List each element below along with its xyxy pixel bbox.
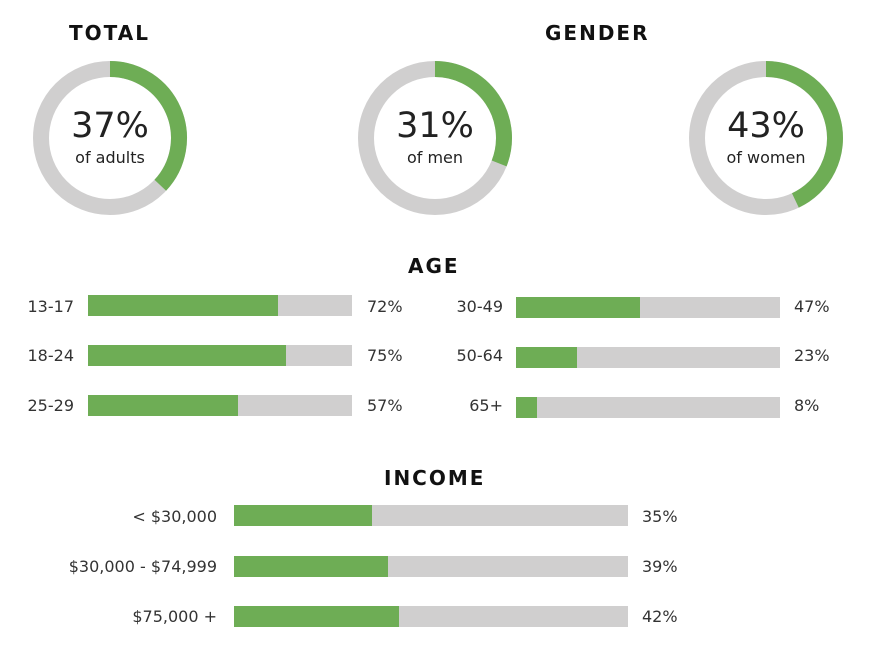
age-value-30-49: 47% — [794, 297, 830, 316]
age-bar-fill — [88, 295, 279, 316]
donut-segment — [765, 61, 843, 208]
age-label-50-64: 50-64 — [456, 346, 504, 365]
income-bar-75000-plus — [234, 606, 628, 627]
income-value-75000-plus: 42% — [642, 607, 678, 626]
age-bar-fill — [88, 345, 286, 366]
income-label-under-30000: < $30,000 — [132, 507, 217, 526]
age-value-65-plus: 8% — [794, 396, 820, 415]
age-heading: AGE — [408, 254, 460, 278]
age-bar-25-29 — [88, 395, 352, 416]
age-label-30-49: 30-49 — [456, 297, 504, 316]
age-label-65-plus: 65+ — [469, 396, 503, 415]
age-label-25-29: 25-29 — [27, 396, 75, 415]
age-bar-65-plus — [516, 397, 780, 418]
donut-women: 43% of women — [686, 58, 846, 218]
age-bar-30-49 — [516, 297, 780, 318]
donut-segment — [434, 61, 512, 167]
age-bar-fill — [516, 397, 538, 418]
age-bar-13-17 — [88, 295, 352, 316]
income-label-30000-74999: $30,000 - $74,999 — [68, 557, 217, 576]
income-bar-under-30000 — [234, 505, 628, 526]
age-value-25-29: 57% — [367, 396, 403, 415]
donut-men: 31% of men — [355, 58, 515, 218]
donut-ring — [358, 61, 512, 215]
age-bar-18-24 — [88, 345, 352, 366]
age-bar-fill — [516, 297, 641, 318]
age-value-18-24: 75% — [367, 346, 403, 365]
age-value-13-17: 72% — [367, 297, 403, 316]
donut-caption: of adults — [75, 148, 145, 167]
donut-segment — [109, 61, 187, 191]
donut-value: 37% — [71, 106, 149, 146]
income-value-30000-74999: 39% — [642, 557, 678, 576]
donut-caption: of women — [726, 148, 806, 167]
age-label-13-17: 13-17 — [27, 297, 75, 316]
gender-heading: GENDER — [545, 21, 650, 45]
donut-ring — [33, 61, 187, 215]
income-heading: INCOME — [384, 466, 486, 490]
income-bar-fill — [234, 606, 400, 627]
income-label-75000-plus: $75,000 + — [132, 607, 217, 626]
income-bar-fill — [234, 505, 372, 526]
donut-caption: of men — [406, 148, 464, 167]
donut-value: 31% — [396, 106, 474, 146]
income-bar-fill — [234, 556, 388, 577]
age-bar-50-64 — [516, 347, 780, 368]
income-value-under-30000: 35% — [642, 507, 678, 526]
income-bar-30000-74999 — [234, 556, 628, 577]
age-bar-fill — [88, 395, 239, 416]
age-value-50-64: 23% — [794, 346, 830, 365]
donut-total-adults: 37% of adults — [30, 58, 190, 218]
age-bar-fill — [516, 347, 577, 368]
age-label-18-24: 18-24 — [27, 346, 75, 365]
total-heading: TOTAL — [69, 21, 150, 45]
donut-value: 43% — [727, 106, 805, 146]
donut-ring — [689, 61, 843, 215]
